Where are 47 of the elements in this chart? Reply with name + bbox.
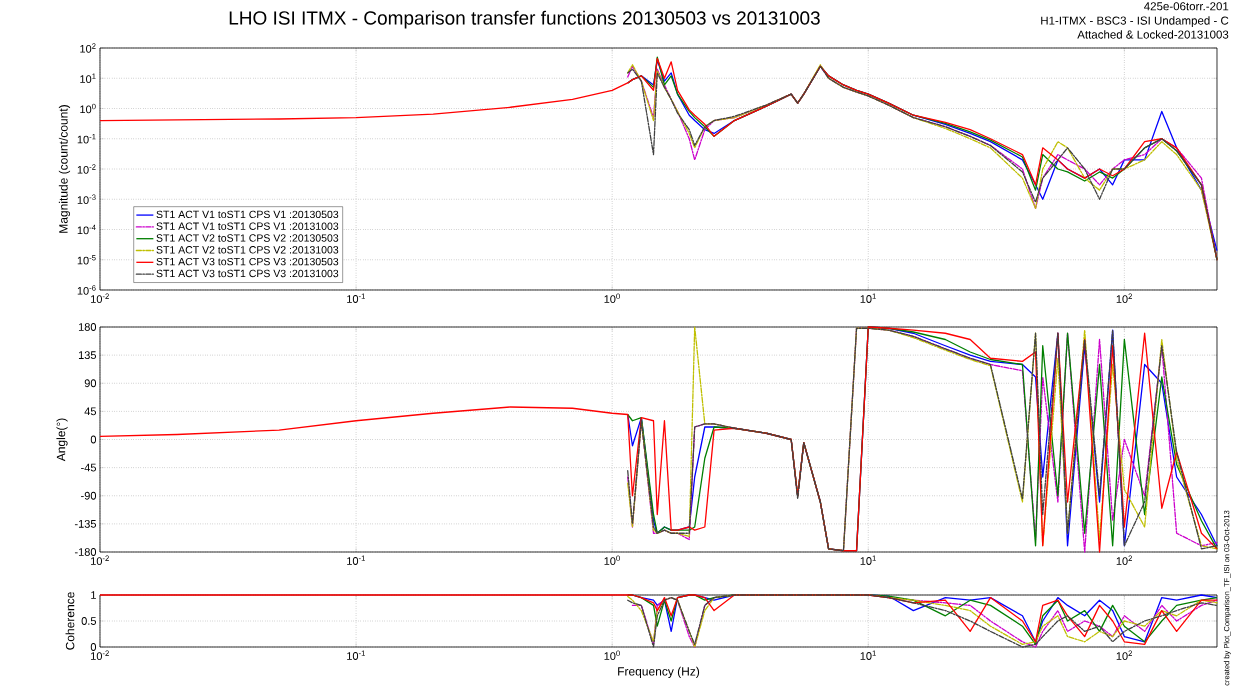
x-tick-label: 10$^{0}$ xyxy=(604,555,620,565)
y-tick-label: 10$^{-5}$ xyxy=(77,255,96,265)
legend-label: ST1 ACT V2 toST1 CPS V2 :20130503 xyxy=(156,234,339,242)
y-tick-label: 10$^{-2}$ xyxy=(77,164,96,174)
y-tick-label: 1 xyxy=(91,591,96,599)
y-tick-label: 90 xyxy=(84,379,97,388)
x-tick-label: 10$^{0}$ xyxy=(604,650,620,660)
text: Attached & Locked-20131003 xyxy=(1077,30,1229,39)
x-tick-label: 10$^{2}$ xyxy=(1116,293,1132,303)
legend-label: ST1 ACT V1 toST1 CPS V1 :20131003 xyxy=(156,222,339,230)
x-tick-label: 10$^{-1}$ xyxy=(347,650,365,660)
text: 425e-06torr.-201 xyxy=(1144,2,1229,11)
y-axis-title: Coherence xyxy=(65,592,75,650)
legend-label: ST1 ACT V1 toST1 CPS V1 :20130503 xyxy=(156,210,339,219)
x-axis-title: Frequency (Hz) xyxy=(618,666,700,678)
x-tick-label: 10$^{1}$ xyxy=(860,293,876,303)
x-tick-label: 10$^{-1}$ xyxy=(347,555,365,565)
y-tick-label: 10$^{-4}$ xyxy=(77,224,96,235)
y-tick-label: 10$^{0}$ xyxy=(80,103,96,114)
y-axis-title: Angle(°) xyxy=(56,418,68,462)
text: H1-ITMX - BSC3 - ISI Undamped - C xyxy=(1041,16,1229,27)
legend-label: ST1 ACT V2 toST1 CPS V2 :20131003 xyxy=(156,246,339,254)
chart-title: LHO ISI ITMX - Comparison transfer functions 20130503 vs 20131003 xyxy=(229,10,820,29)
y-tick-label: 135 xyxy=(78,351,97,360)
y-tick-label: 0 xyxy=(90,435,97,444)
x-tick-label: 10$^{1}$ xyxy=(860,650,876,660)
y-tick-label: 0 xyxy=(90,643,97,651)
y-tick-label: 10$^{2}$ xyxy=(80,43,96,53)
y-tick-label: 45 xyxy=(84,407,97,416)
x-tick-label: 10$^{0}$ xyxy=(604,293,620,303)
y-tick-label: 10$^{1}$ xyxy=(80,73,96,83)
legend-label: ST1 ACT V3 toST1 CPS V3 :20131003 xyxy=(156,269,339,278)
x-tick-label: 10$^{-1}$ xyxy=(347,293,365,303)
y-tick-label: -135 xyxy=(74,519,97,528)
x-tick-label: 10$^{2}$ xyxy=(1116,650,1132,660)
y-tick-label: -180 xyxy=(74,548,97,556)
y-tick-label: -90 xyxy=(81,491,97,500)
y-tick-label: 10$^{-1}$ xyxy=(77,134,96,144)
y-tick-label: 10$^{-3}$ xyxy=(77,194,96,204)
y-axis-title: Magnitude (count/count) xyxy=(58,105,71,233)
y-tick-label: 10$^{-6}$ xyxy=(77,285,96,295)
legend-label: ST1 ACT V3 toST1 CPS V3 :20130503 xyxy=(156,257,339,266)
x-tick-label: 10$^{1}$ xyxy=(860,555,876,565)
y-tick-label: 0.5 xyxy=(81,617,97,625)
y-tick-label: -45 xyxy=(81,463,97,472)
y-tick-label: 180 xyxy=(78,323,97,331)
x-tick-label: 10$^{2}$ xyxy=(1116,555,1132,565)
